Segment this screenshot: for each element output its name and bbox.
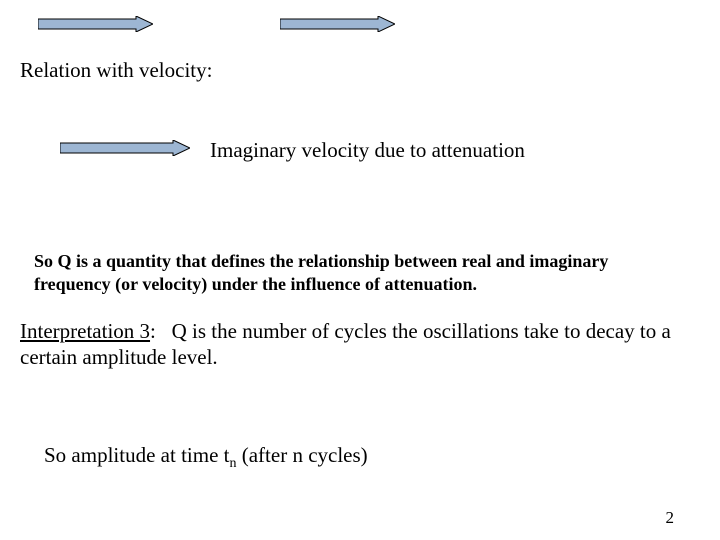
arrow-mid [60, 140, 190, 156]
arrow-top-left [38, 16, 153, 32]
imaginary-velocity-label: Imaginary velocity due to attenuation [210, 138, 525, 163]
so-amplitude-pre: So amplitude at time t [44, 443, 229, 467]
so-amplitude-post: (after n cycles) [236, 443, 367, 467]
so-amplitude-line: So amplitude at time tn (after n cycles) [44, 443, 368, 472]
interpretation-3: Interpretation 3: Q is the number of cyc… [20, 318, 690, 371]
page-number: 2 [666, 508, 675, 528]
so-q-statement: So Q is a quantity that defines the rela… [34, 250, 660, 295]
slide: Relation with velocity: Imaginary veloci… [0, 0, 720, 540]
interpretation-3-label: Interpretation 3 [20, 319, 150, 343]
relation-with-velocity-label: Relation with velocity: [20, 58, 212, 83]
interpretation-3-colon: : [150, 319, 156, 343]
arrow-top-right [280, 16, 395, 32]
